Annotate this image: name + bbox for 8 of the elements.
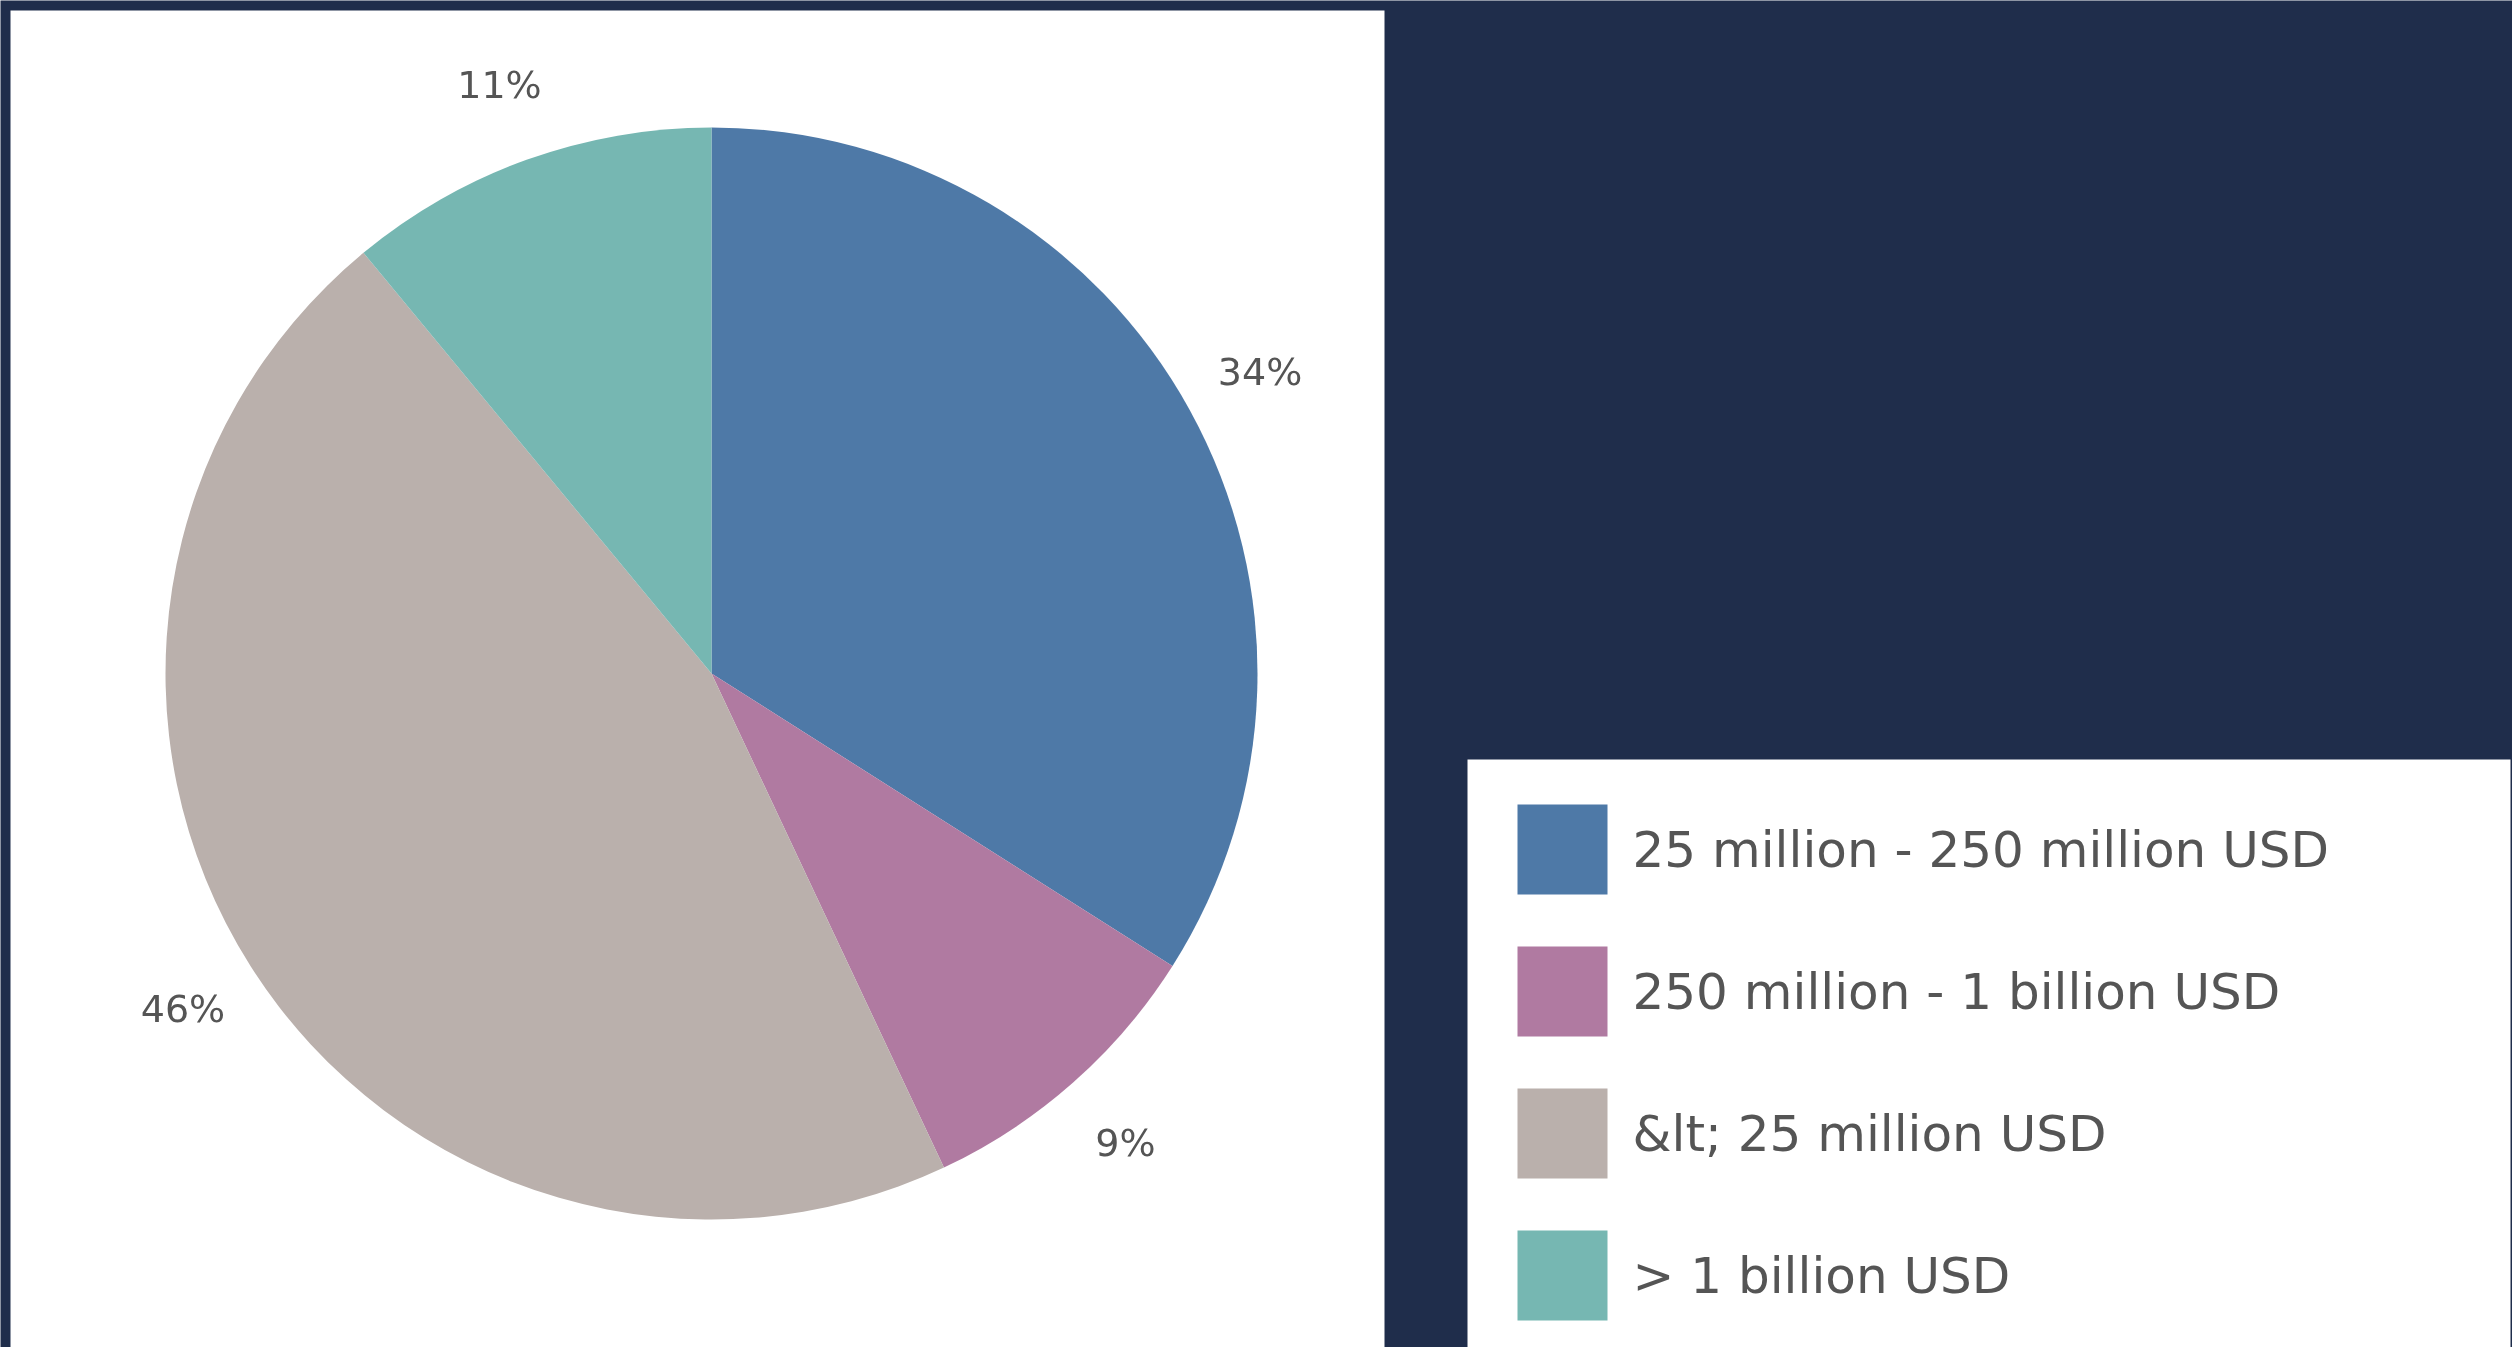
data-label: 11% bbox=[457, 62, 542, 107]
data-label: 9% bbox=[1095, 1121, 1156, 1166]
legend-label: 250 million - 1 billion USD bbox=[1632, 962, 2281, 1021]
legend-label: > 1 billion USD bbox=[1632, 1246, 2011, 1305]
legend-label: &lt; 25 million USD bbox=[1632, 1104, 2107, 1163]
legend-label: 25 million - 250 million USD bbox=[1632, 820, 2330, 879]
data-label: 34% bbox=[1217, 349, 1303, 394]
data-label: 46% bbox=[140, 986, 226, 1031]
